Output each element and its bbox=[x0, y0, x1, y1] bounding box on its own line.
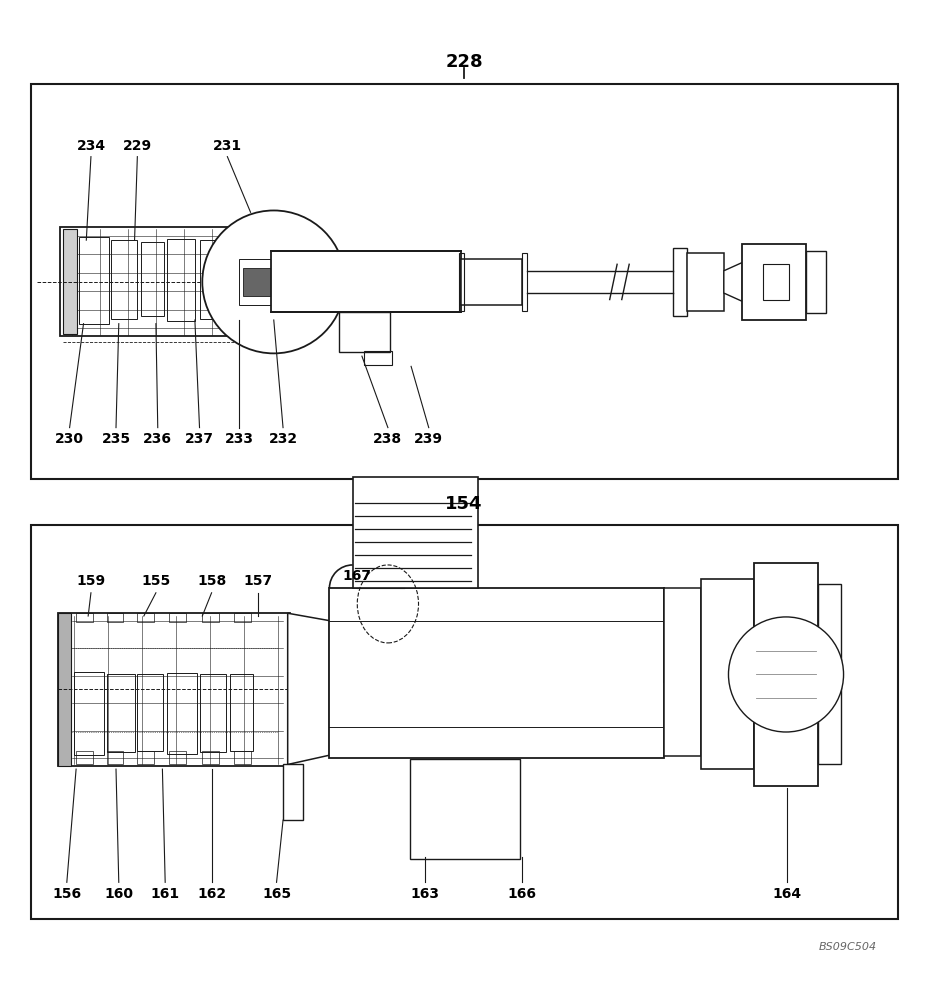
Text: 156: 156 bbox=[52, 887, 82, 901]
Text: 165: 165 bbox=[261, 887, 291, 901]
Text: 237: 237 bbox=[184, 432, 214, 446]
Bar bbox=[243, 268, 280, 296]
Bar bbox=[230, 674, 253, 751]
Bar bbox=[234, 613, 250, 622]
Bar bbox=[230, 240, 253, 316]
Bar bbox=[169, 613, 185, 622]
Bar bbox=[137, 613, 154, 622]
Bar bbox=[200, 674, 226, 752]
Polygon shape bbox=[723, 262, 742, 301]
Text: 167: 167 bbox=[342, 569, 372, 583]
Bar bbox=[107, 674, 134, 752]
Bar bbox=[111, 240, 137, 319]
Text: 235: 235 bbox=[101, 432, 131, 446]
Text: 233: 233 bbox=[224, 432, 254, 446]
Bar bbox=[199, 240, 225, 319]
Bar bbox=[329, 588, 663, 758]
Circle shape bbox=[202, 210, 345, 353]
Bar bbox=[57, 613, 289, 766]
Text: 162: 162 bbox=[197, 887, 226, 901]
Bar bbox=[31, 525, 897, 919]
Bar bbox=[239, 259, 309, 305]
Bar bbox=[31, 84, 897, 479]
Bar bbox=[352, 477, 477, 588]
Bar bbox=[817, 584, 840, 764]
Bar bbox=[338, 312, 389, 352]
Text: 231: 231 bbox=[212, 139, 242, 153]
Bar bbox=[63, 229, 77, 334]
Text: 157: 157 bbox=[243, 574, 273, 588]
Bar bbox=[522, 253, 527, 311]
Text: 236: 236 bbox=[143, 432, 172, 446]
Bar bbox=[74, 672, 104, 755]
Bar bbox=[76, 613, 93, 622]
Text: BS09C504: BS09C504 bbox=[818, 942, 876, 952]
Bar bbox=[700, 579, 754, 769]
Bar bbox=[137, 674, 163, 751]
Text: 229: 229 bbox=[122, 139, 152, 153]
Bar bbox=[167, 239, 195, 321]
Bar bbox=[663, 588, 700, 756]
Bar bbox=[271, 251, 461, 312]
Text: 228: 228 bbox=[445, 53, 482, 71]
Bar bbox=[202, 751, 219, 764]
Bar bbox=[60, 227, 273, 336]
Bar bbox=[283, 272, 301, 292]
Bar bbox=[686, 253, 723, 311]
Bar bbox=[107, 613, 123, 622]
Polygon shape bbox=[287, 613, 329, 764]
Bar bbox=[459, 253, 464, 311]
Bar bbox=[76, 751, 93, 764]
Text: 166: 166 bbox=[506, 887, 536, 901]
Bar bbox=[107, 751, 123, 764]
Text: 155: 155 bbox=[141, 574, 171, 588]
Bar bbox=[79, 237, 108, 324]
Text: 239: 239 bbox=[413, 432, 443, 446]
Text: 154: 154 bbox=[445, 495, 482, 513]
Text: 230: 230 bbox=[55, 432, 84, 446]
Bar bbox=[805, 251, 825, 313]
Bar bbox=[742, 244, 805, 320]
Bar bbox=[283, 764, 303, 820]
Bar bbox=[141, 242, 164, 316]
Bar bbox=[169, 751, 185, 764]
Text: 163: 163 bbox=[410, 887, 439, 901]
Bar bbox=[202, 613, 219, 622]
Bar bbox=[461, 259, 522, 305]
Bar bbox=[167, 673, 197, 754]
Bar bbox=[363, 351, 391, 365]
Text: 238: 238 bbox=[373, 432, 402, 446]
Bar bbox=[762, 264, 788, 300]
Text: 234: 234 bbox=[76, 139, 106, 153]
Bar bbox=[57, 613, 70, 766]
Text: 232: 232 bbox=[268, 432, 298, 446]
Bar bbox=[754, 563, 817, 786]
Bar bbox=[672, 248, 686, 316]
Circle shape bbox=[728, 617, 843, 732]
Text: 159: 159 bbox=[76, 574, 106, 588]
Text: 161: 161 bbox=[150, 887, 180, 901]
Bar bbox=[410, 759, 519, 859]
Text: 158: 158 bbox=[197, 574, 226, 588]
Bar bbox=[234, 751, 250, 764]
Bar bbox=[60, 216, 802, 344]
Text: 164: 164 bbox=[771, 887, 801, 901]
Bar bbox=[137, 751, 154, 764]
Text: 160: 160 bbox=[104, 887, 133, 901]
